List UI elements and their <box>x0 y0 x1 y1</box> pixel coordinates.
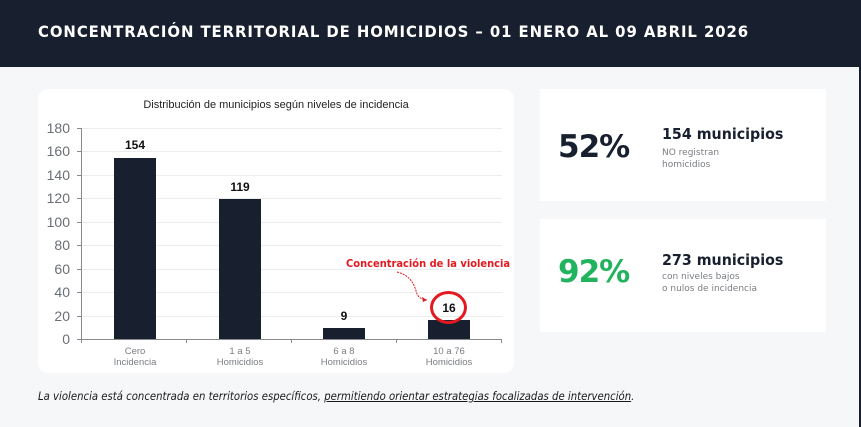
y-tick-label: 80 <box>54 237 70 253</box>
bar-cero-incidencia <box>114 158 156 339</box>
bar-value-label: 154 <box>124 138 146 152</box>
gridline <box>82 128 502 129</box>
x-category-label: 6 a 8 Homicidios <box>320 346 368 368</box>
y-tick-label: 160 <box>46 143 70 159</box>
y-tick-label: 140 <box>46 167 70 183</box>
annotation-label: Concentración de la violencia <box>346 257 511 270</box>
y-tick-label: 60 <box>54 261 70 277</box>
gridline <box>82 222 502 223</box>
x-tick <box>291 339 292 343</box>
bar-10-a-76 <box>428 320 470 339</box>
x-tick <box>501 339 502 343</box>
y-tick-label: 180 <box>46 120 70 136</box>
gridline <box>82 175 502 176</box>
stat-title: 154 municipios <box>662 125 784 143</box>
x-tick <box>396 339 397 343</box>
stat-description: NO registran homicidios <box>662 148 720 170</box>
y-tick-label: 120 <box>46 190 70 206</box>
stat-percent: 92% <box>558 254 630 290</box>
y-tick-label: 0 <box>62 331 70 347</box>
x-tick <box>81 339 82 343</box>
gridline <box>82 151 502 152</box>
gridline <box>82 269 502 270</box>
bar-value-label: 119 <box>230 180 250 194</box>
y-tick-label: 20 <box>54 308 70 324</box>
bar-1-a-5 <box>219 199 261 339</box>
y-tick <box>77 128 81 129</box>
y-tick <box>77 222 81 223</box>
y-tick <box>77 339 81 340</box>
gridline <box>82 198 502 199</box>
stat-card-zero-incidence: 52% 154 municipios NO registran homicidi… <box>540 89 826 201</box>
y-tick <box>77 292 81 293</box>
annotation-arrow-icon <box>396 271 428 302</box>
gridline <box>82 292 502 293</box>
x-category-label: Cero Incidencia <box>113 346 157 368</box>
stat-card-low-incidence: 92% 273 municipios con niveles bajos o n… <box>540 219 826 332</box>
highlight-circle <box>430 291 467 324</box>
y-tick <box>77 175 81 176</box>
gridline <box>82 316 502 317</box>
x-category-label: 1 a 5 Homicidios <box>216 346 264 368</box>
y-tick <box>77 269 81 270</box>
y-tick-label: 100 <box>46 214 70 230</box>
y-tick <box>77 151 81 152</box>
y-tick-label: 40 <box>54 284 70 300</box>
stat-description: con niveles bajos o nulos de incidencia <box>662 272 758 294</box>
stat-title: 273 municipios <box>662 251 784 269</box>
y-axis <box>81 128 82 339</box>
chart-title: Distribución de municipios según niveles… <box>143 99 409 111</box>
bar-value-label: 9 <box>340 309 348 323</box>
y-tick <box>77 316 81 317</box>
y-tick <box>77 245 81 246</box>
gridline <box>82 245 502 246</box>
y-tick <box>77 198 81 199</box>
bar-6-a-8 <box>323 328 365 339</box>
footer-conclusion: La violencia está concentrada en territo… <box>38 389 635 403</box>
header-banner: CONCENTRACIÓN TERRITORIAL DE HOMICIDIOS … <box>0 0 861 67</box>
x-tick <box>186 339 187 343</box>
page-title: CONCENTRACIÓN TERRITORIAL DE HOMICIDIOS … <box>38 22 750 41</box>
right-edge-border <box>859 0 861 427</box>
stat-percent: 52% <box>558 129 630 165</box>
x-category-label: 10 a 76 Homicidios <box>425 346 473 368</box>
